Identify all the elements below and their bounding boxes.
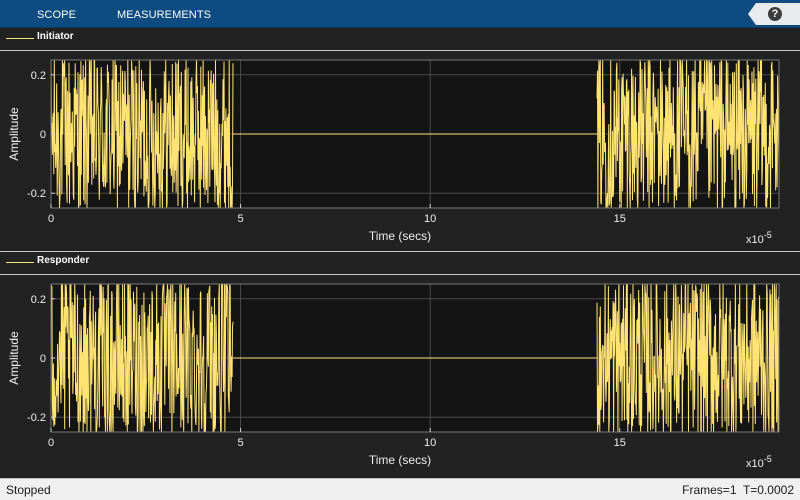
- status-text: Stopped: [6, 483, 51, 497]
- initiator-legend[interactable]: Initiator: [0, 28, 800, 50]
- responder-plot[interactable]: 0 5 10 15 0.2 0 -0.2 Time (secs) Amplitude x10-5: [0, 275, 800, 478]
- x-tick-label: 5: [238, 213, 244, 225]
- responder-legend[interactable]: Responder: [0, 252, 800, 274]
- y-tick-label: 0.2: [31, 70, 46, 82]
- initiator-plot[interactable]: 0 5 10 15 0.2 0 -0.2 Time (secs) Amplitude x10-5: [0, 51, 800, 251]
- legend-line-swatch: [6, 262, 34, 263]
- tab-measurements[interactable]: MEASUREMENTS: [117, 9, 212, 21]
- y-axis-label: Amplitude: [7, 107, 21, 161]
- y-tick-label: -0.2: [27, 188, 46, 200]
- legend-label: Initiator: [37, 31, 74, 42]
- y-tick-label: 0: [40, 129, 46, 141]
- toolstrip: SCOPE MEASUREMENTS ?: [0, 0, 800, 28]
- frames-count: Frames=1: [682, 483, 737, 497]
- panel-divider: [0, 274, 800, 275]
- x-tick-label: 10: [424, 437, 436, 449]
- x-tick-label: 10: [424, 213, 436, 225]
- x-tick-label: 5: [238, 437, 244, 449]
- x-tick-label: 0: [48, 213, 54, 225]
- series-line-noise: [50, 59, 234, 209]
- panel-divider: [0, 50, 800, 51]
- x-axis-exponent: x10-5: [746, 230, 772, 246]
- x-axis-exponent: x10-5: [746, 454, 772, 470]
- x-tick-label: 15: [614, 213, 626, 225]
- panel-divider: [0, 251, 800, 252]
- legend-label: Responder: [37, 255, 90, 266]
- help-icon[interactable]: ?: [768, 7, 782, 21]
- y-axis-label: Amplitude: [7, 331, 21, 385]
- x-axis-label: Time (secs): [369, 229, 431, 243]
- frames-time-readout: Frames=1 T=0.0002: [682, 483, 794, 497]
- x-tick-label: 0: [48, 437, 54, 449]
- x-tick-label: 15: [614, 437, 626, 449]
- x-axis-label: Time (secs): [369, 453, 431, 467]
- y-tick-label: 0.2: [31, 294, 46, 306]
- y-tick-label: -0.2: [27, 412, 46, 424]
- y-tick-label: 0: [40, 353, 46, 365]
- legend-line-swatch: [6, 38, 34, 39]
- series-line-noise: [50, 283, 234, 433]
- status-bar: Stopped Frames=1 T=0.0002: [0, 478, 800, 500]
- tab-scope[interactable]: SCOPE: [37, 9, 77, 21]
- time-readout: T=0.0002: [742, 483, 794, 497]
